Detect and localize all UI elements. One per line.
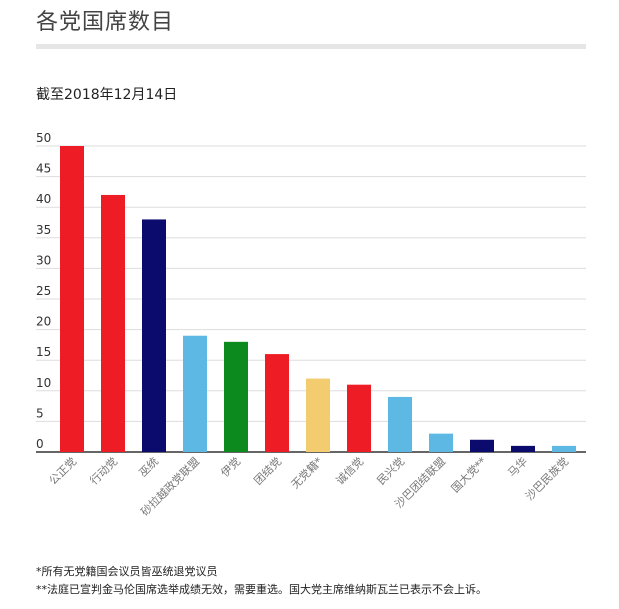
bar <box>224 341 248 452</box>
bar <box>101 194 125 452</box>
y-tick-label: 20 <box>36 315 51 329</box>
y-tick-label: 10 <box>36 376 51 390</box>
x-tick-label: 无党籍* <box>288 454 325 491</box>
bar <box>347 384 371 452</box>
x-tick-label: 沙巴民族党 <box>522 454 571 503</box>
bars <box>60 146 576 452</box>
y-tick-label: 50 <box>36 131 51 145</box>
bar <box>183 335 207 452</box>
bar <box>429 433 453 452</box>
bar <box>306 378 330 452</box>
y-axis-ticks: 0 5 10 15 20 25 30 35 40 45 50 <box>36 131 51 451</box>
chart-subtitle: 截至2018年12月14日 <box>36 87 178 103</box>
x-tick-label: 公正党 <box>47 455 80 488</box>
bar <box>60 146 84 452</box>
y-tick-label: 0 <box>36 437 44 451</box>
y-tick-label: 40 <box>36 192 51 206</box>
y-tick-label: 45 <box>36 162 51 176</box>
y-tick-label: 5 <box>36 406 44 420</box>
chart-title: 各党国席数目 <box>36 10 175 35</box>
bar <box>388 396 412 452</box>
x-tick-label: 民兴党 <box>375 455 408 488</box>
x-tick-label: 行动党 <box>88 455 121 488</box>
x-tick-label: 伊党 <box>218 455 243 480</box>
y-tick-label: 30 <box>36 253 51 267</box>
x-tick-label: 马华 <box>505 454 530 479</box>
title-divider <box>36 44 586 49</box>
x-tick-label: 国大党** <box>448 454 489 495</box>
bar <box>265 354 289 452</box>
y-tick-label: 25 <box>36 284 51 298</box>
y-tick-label: 15 <box>36 345 51 359</box>
x-tick-label: 诚信党 <box>334 455 367 488</box>
bar <box>552 445 576 452</box>
x-tick-label: 巫统 <box>136 455 161 480</box>
y-tick-label: 35 <box>36 223 51 237</box>
bar <box>470 439 494 452</box>
bar <box>142 219 166 452</box>
footnote-cameron-highlands: **法庭已宣判金马伦国席选举成绩无效，需要重选。国大党主席维纳斯瓦兰已表示不会上… <box>36 583 487 596</box>
bar <box>511 445 535 452</box>
footnotes: *所有无党籍国会议员皆巫统退党议员 **法庭已宣判金马伦国席选举成绩无效，需要重… <box>36 563 487 599</box>
footnote-independents: *所有无党籍国会议员皆巫统退党议员 <box>36 565 218 578</box>
x-tick-label: 团结党 <box>252 455 285 488</box>
